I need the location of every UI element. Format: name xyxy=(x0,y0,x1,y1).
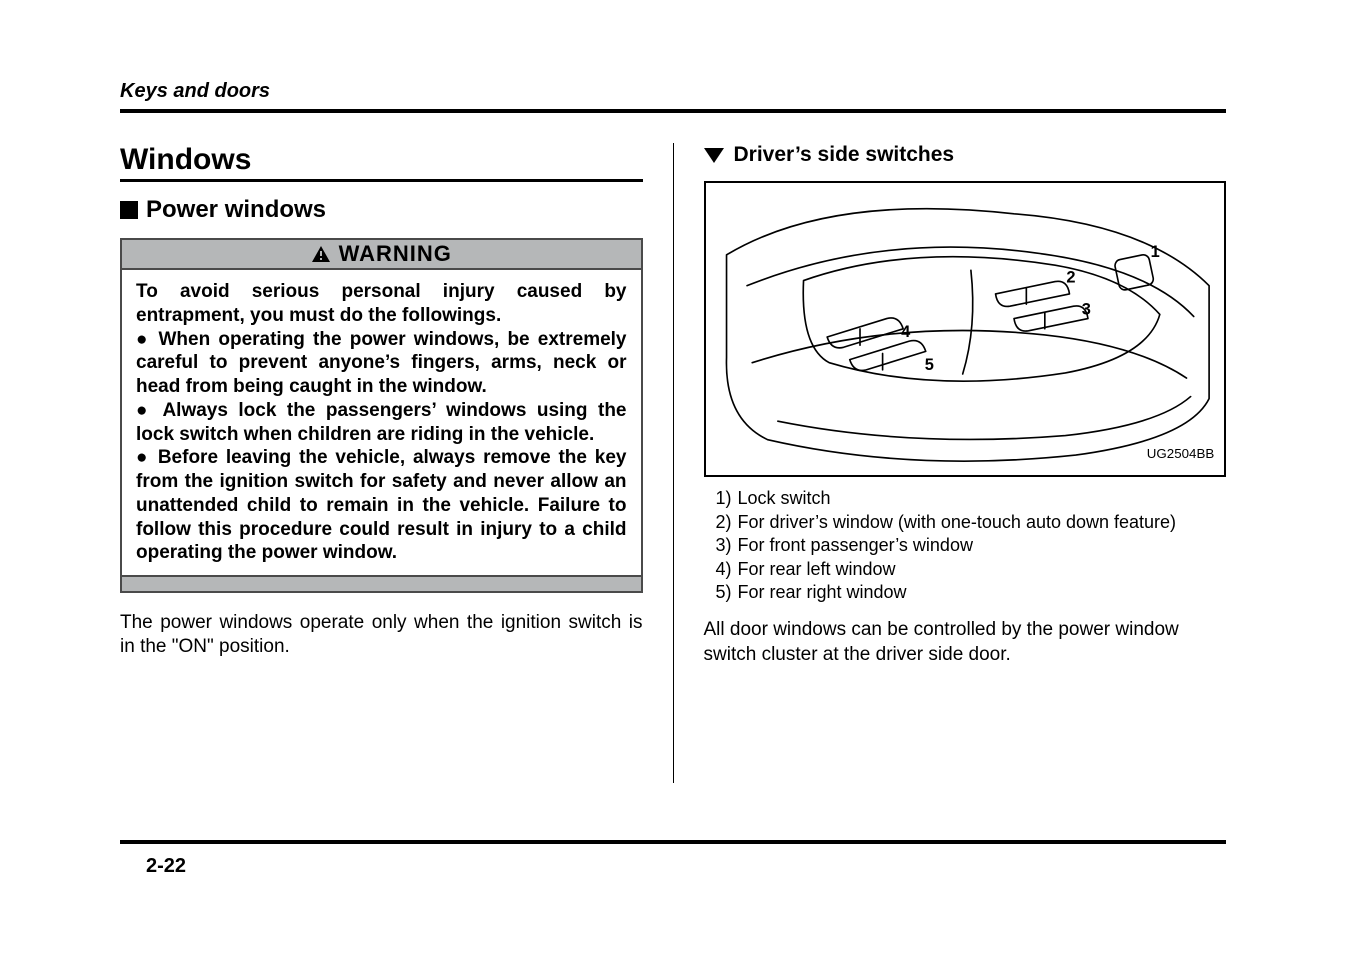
two-column-layout: Windows Power windows WARNING To avoid s… xyxy=(120,143,1226,783)
header-rule xyxy=(120,109,1226,113)
legend-text-4: For rear left window xyxy=(738,558,1227,581)
warning-body: To avoid serious personal injury caused … xyxy=(122,270,641,575)
filled-square-icon xyxy=(120,201,138,219)
left-column: Windows Power windows WARNING To avoid s… xyxy=(120,143,673,783)
figure-code: UG2504BB xyxy=(1146,446,1214,461)
warning-bottom-bar xyxy=(122,575,641,593)
legend-row-4: 4) For rear left window xyxy=(704,558,1227,581)
legend-text-5: For rear right window xyxy=(738,581,1227,604)
callout-4: 4 xyxy=(901,323,911,341)
legend-num-4: 4) xyxy=(704,558,738,581)
warning-bullet-2-text: Always lock the passengers’ windows usin… xyxy=(136,400,627,445)
legend-row-3: 3) For front passenger’s window xyxy=(704,534,1227,557)
legend-row-1: 1) Lock switch xyxy=(704,487,1227,510)
warning-bullet-1-text: When operating the power windows, be ext… xyxy=(136,329,627,398)
legend-row-2: 2) For driver’s window (with one-touch a… xyxy=(704,511,1227,534)
warning-label: WARNING xyxy=(339,241,452,267)
warning-intro: To avoid serious personal injury caused … xyxy=(136,280,627,328)
legend-num-2: 2) xyxy=(704,511,738,534)
subsection-title: Power windows xyxy=(146,196,326,224)
figure-bg xyxy=(706,183,1224,470)
section-title-underline xyxy=(120,179,643,182)
section-title: Windows xyxy=(120,143,643,177)
legend-text-3: For front passenger’s window xyxy=(738,534,1227,557)
page: Keys and doors Windows Power windows WAR… xyxy=(0,0,1346,954)
right-column: Driver’s side switches xyxy=(673,143,1227,783)
legend-num-3: 3) xyxy=(704,534,738,557)
legend-num-5: 5) xyxy=(704,581,738,604)
legend-text-2: For driver’s window (with one-touch auto… xyxy=(738,511,1227,534)
callout-2: 2 xyxy=(1066,269,1075,287)
warning-box: WARNING To avoid serious personal injury… xyxy=(120,238,643,593)
warning-triangle-icon xyxy=(311,245,331,263)
callout-1: 1 xyxy=(1150,243,1159,261)
warning-bullet-3: ● Before leaving the vehicle, always rem… xyxy=(136,446,627,565)
warning-bullet-3-text: Before leaving the vehicle, always remov… xyxy=(136,447,627,563)
filled-down-triangle-icon xyxy=(704,148,724,163)
warning-bullet-2: ● Always lock the passengers’ windows us… xyxy=(136,399,627,447)
figure-driver-side-switches: 1 2 3 4 5 UG2504BB xyxy=(704,181,1227,477)
page-number: 2-22 xyxy=(146,855,186,878)
callout-5: 5 xyxy=(924,356,933,374)
right-body-paragraph: All door windows can be controlled by th… xyxy=(704,618,1227,667)
body-paragraph: The power windows operate only when the … xyxy=(120,611,643,659)
running-head: Keys and doors xyxy=(120,80,1226,103)
legend-num-1: 1) xyxy=(704,487,738,510)
figure-svg: 1 2 3 4 5 UG2504BB xyxy=(706,183,1225,470)
legend-text-1: Lock switch xyxy=(738,487,1227,510)
figure-legend: 1) Lock switch 2) For driver’s window (w… xyxy=(704,487,1227,604)
warning-title-bar: WARNING xyxy=(122,238,641,270)
sub-subheading: Driver’s side switches xyxy=(704,143,1227,167)
footer-rule xyxy=(120,840,1226,844)
callout-3: 3 xyxy=(1081,300,1090,318)
legend-row-5: 5) For rear right window xyxy=(704,581,1227,604)
subsection-heading: Power windows xyxy=(120,196,643,224)
sub-subheading-text: Driver’s side switches xyxy=(734,143,955,167)
warning-bullet-1: ● When operating the power windows, be e… xyxy=(136,328,627,399)
